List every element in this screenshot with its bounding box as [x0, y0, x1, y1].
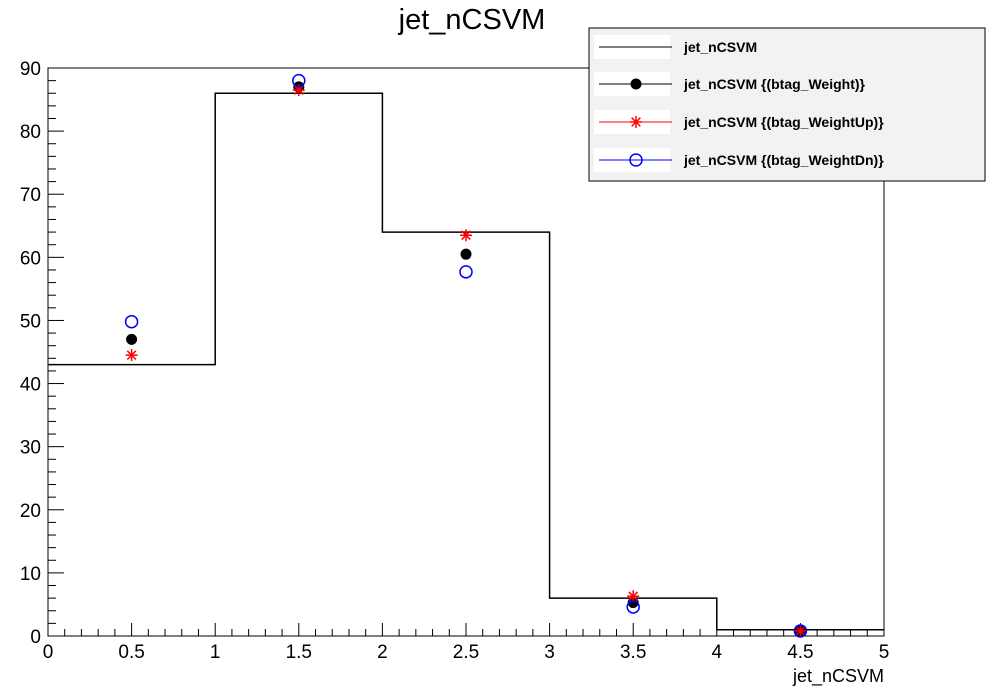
legend-entry: jet_nCSVM {(btag_WeightUp)} [594, 110, 884, 134]
legend-marker [630, 116, 642, 128]
weight-dn-point [459, 265, 473, 279]
weight-dn-point-shape [793, 624, 808, 638]
legend-label: jet_nCSVM {(btag_Weight)} [683, 76, 866, 92]
x-tick-label: 2 [377, 642, 388, 663]
x-tick-label: 5 [879, 642, 890, 663]
weight-dn-point [124, 314, 139, 329]
y-tick-label: 60 [20, 248, 41, 269]
legend: jet_nCSVM jet_nCSVM {(btag_Weight)} jet_nC… [588, 27, 986, 182]
x-tick-label: 0.5 [118, 642, 144, 663]
y-tick-label: 0 [30, 627, 41, 648]
markers-layer [124, 73, 808, 638]
x-axis-title: jet_nCSVM [792, 666, 884, 687]
legend-label: jet_nCSVM {(btag_WeightUp)} [683, 114, 884, 130]
weight-dn-point-shape [626, 600, 640, 614]
weight-dn-point-shape [292, 73, 306, 88]
weight-up-point-stroke [461, 230, 471, 241]
x-tick-label: 3.5 [620, 642, 646, 663]
chart-title: jet_nCSVM [398, 4, 546, 36]
legend-marker-shape [630, 78, 642, 90]
y-tick-label: 20 [20, 501, 41, 522]
y-tick-label: 50 [20, 311, 41, 332]
x-tick-label: 3 [544, 642, 555, 663]
x-tick-label: 4.5 [787, 642, 813, 663]
legend-label: jet_nCSVM [683, 39, 757, 55]
weight-up-point [125, 349, 138, 362]
legend-label: jet_nCSVM {(btag_WeightDn)} [683, 152, 884, 168]
x-tick-label: 4 [712, 642, 723, 663]
weight-dn-point [626, 600, 640, 614]
legend-marker-shape [629, 153, 643, 167]
x-tick-label: 1.5 [286, 642, 312, 663]
weight-dn-point-shape [124, 314, 139, 329]
weight-dn-point [793, 624, 808, 638]
y-tick-label: 70 [20, 185, 41, 206]
weight-dn-point-shape [459, 265, 473, 279]
weight-point-shape [126, 333, 138, 345]
y-tick-label: 10 [20, 564, 41, 585]
weight-point-shape [460, 248, 472, 260]
legend-marker [629, 153, 643, 167]
weight-up-point [794, 624, 807, 637]
y-tick-label: 40 [20, 375, 41, 396]
legend-entry: jet_nCSVM [594, 35, 757, 59]
x-tick-label: 2.5 [453, 642, 479, 663]
weight-up-point-stroke [795, 626, 806, 636]
y-tick-label: 80 [20, 122, 41, 143]
weight-up-point-stroke [293, 85, 304, 95]
x-tick-label: 1 [210, 642, 221, 663]
weight-point [460, 248, 472, 260]
y-tick-label: 30 [20, 438, 41, 459]
weight-up-point-stroke [126, 350, 137, 361]
weight-dn-point [292, 73, 306, 88]
x-tick-label: 0 [43, 642, 54, 663]
y-tick-label: 90 [20, 59, 41, 80]
legend-marker [630, 78, 642, 90]
legend-entry: jet_nCSVM {(btag_WeightDn)} [594, 148, 884, 172]
weight-point [126, 333, 138, 345]
weight-up-point-stroke [628, 591, 639, 602]
weight-up-point [460, 229, 472, 242]
legend-entry: jet_nCSVM {(btag_Weight)} [594, 72, 866, 96]
legend-marker-stroke [631, 117, 641, 127]
